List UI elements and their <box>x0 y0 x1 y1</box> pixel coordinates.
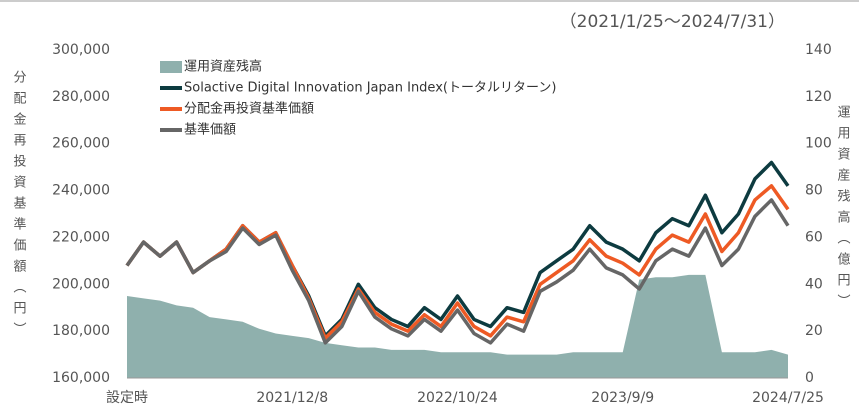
y-tick-label: 300,000 <box>52 42 110 58</box>
chart-subtitle: （2021/1/25～2024/7/31） <box>560 12 785 32</box>
y-tick-label: 220,000 <box>52 229 110 245</box>
legend-label: 分配金再投資基準価額 <box>184 101 314 117</box>
y-tick-label: 200,000 <box>52 276 110 292</box>
legend-label: 基準価額 <box>184 122 236 138</box>
y-tick-label: 160,000 <box>52 370 110 386</box>
x-tick-label: 2023/9/9 <box>591 390 654 406</box>
y-tick-label: 280,000 <box>52 89 110 105</box>
legend-label: 運用資産残高 <box>184 59 262 75</box>
y-tick-label: 180,000 <box>52 323 110 339</box>
x-tick-label: 設定時 <box>106 390 148 406</box>
y-tick-label: 260,000 <box>52 136 110 152</box>
x-tick-label: 2022/10/24 <box>417 390 498 406</box>
y2-tick-label: 140 <box>805 42 832 58</box>
area <box>127 274 788 378</box>
y2-tick-label: 120 <box>805 89 832 105</box>
legend-label: Solactive Digital Innovation Japan Index… <box>184 81 556 96</box>
x-tick-label: 2024/7/25 <box>752 390 824 406</box>
y2-tick-label: 0 <box>805 370 814 386</box>
y-tick-label: 240,000 <box>52 183 110 199</box>
y2-tick-label: 80 <box>805 183 823 199</box>
y2-tick-label: 20 <box>805 323 823 339</box>
y2-axis-label: 運用資産残高（億円） <box>835 105 851 315</box>
x-tick-label: 2021/12/8 <box>256 390 328 406</box>
y-axis-label: 分配金再投資基準価額（円） <box>11 70 27 343</box>
y2-tick-label: 100 <box>805 136 832 152</box>
line <box>125 198 790 345</box>
y2-tick-label: 60 <box>805 229 823 245</box>
y2-tick-label: 40 <box>805 276 823 292</box>
legend-swatch <box>160 61 182 73</box>
